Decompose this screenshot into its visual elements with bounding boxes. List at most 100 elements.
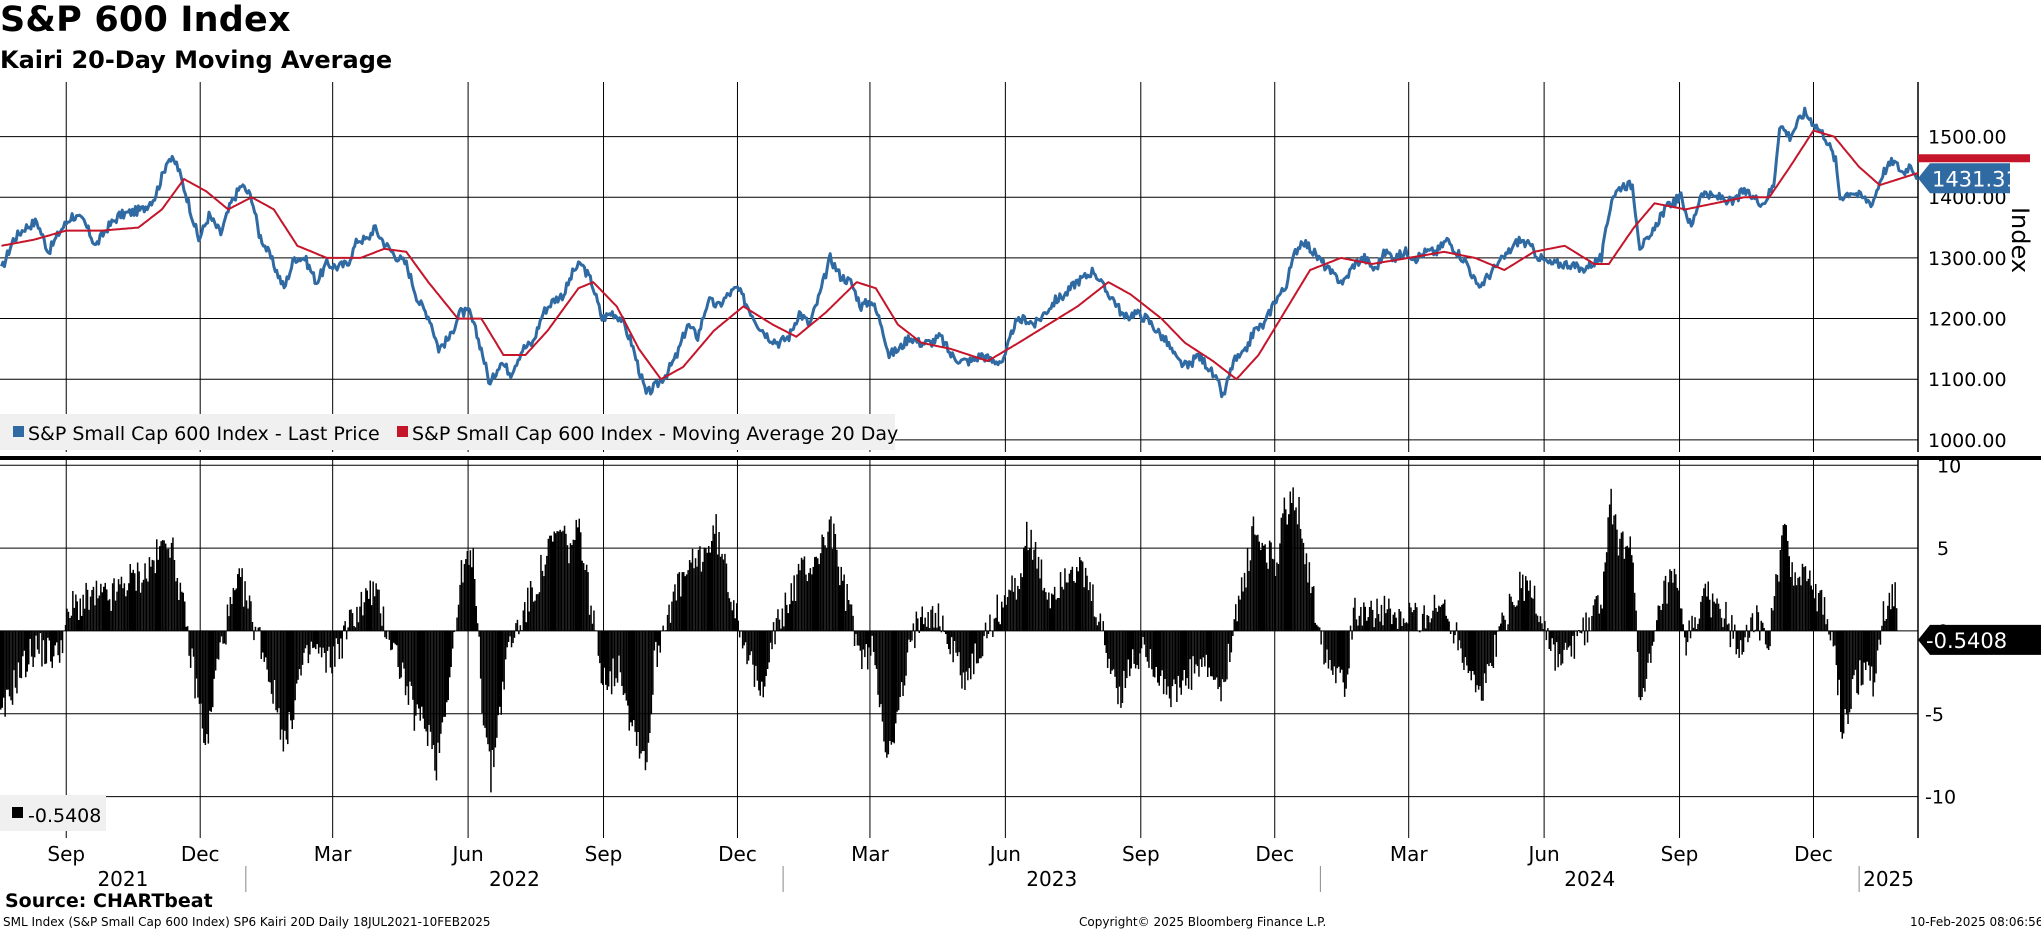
kairi-bar: [425, 630, 427, 732]
kairi-bar: [347, 627, 349, 631]
kairi-bar: [1866, 630, 1868, 662]
kairi-bar: [1731, 615, 1733, 631]
kairi-bar: [1754, 629, 1757, 631]
kairi-bar: [1632, 562, 1634, 631]
kairi-bar: [266, 630, 268, 670]
kairi-bar: [1149, 630, 1152, 650]
kairi-bar: [1447, 618, 1449, 631]
kairi-bar: [1666, 603, 1668, 631]
kairi-bar: [1707, 581, 1709, 631]
kairi-bar: [606, 630, 608, 690]
timestamp: 10-Feb-2025 08:06:56: [1910, 915, 2041, 929]
kairi-bar: [633, 630, 635, 721]
kairi-bar: [1045, 592, 1047, 631]
kairi-bar: [915, 611, 918, 631]
kairi-bar: [1550, 630, 1552, 651]
kairi-bar: [468, 564, 470, 631]
kairi-bar: [943, 630, 945, 633]
kairi-bar: [1719, 608, 1721, 631]
kairi-bar: [1134, 630, 1137, 669]
kairi-bar: [825, 548, 828, 631]
kairi-bar: [1770, 608, 1773, 631]
kairi-bar: [1207, 630, 1209, 677]
kairi-bar: [1176, 630, 1178, 702]
kairi-bar: [195, 630, 198, 679]
kairi-bar: [594, 630, 597, 631]
kairi-bar: [519, 625, 522, 631]
last-price-line: [0, 106, 1919, 399]
kairi-bar: [1847, 630, 1849, 724]
kairi-bar: [1789, 577, 1792, 631]
kairi-bar: [1168, 630, 1171, 699]
kairi-bar: [690, 562, 692, 631]
kairi-bar: [680, 596, 682, 631]
kairi-bar: [992, 630, 994, 637]
kairi-bar: [1611, 524, 1614, 631]
kairi-bar: [1413, 610, 1415, 631]
kairi-bar: [1601, 608, 1603, 631]
kairi-bar: [1854, 630, 1857, 670]
kairi-bar: [1711, 593, 1714, 631]
kairi-bar: [1832, 630, 1835, 647]
kairi-bar: [1756, 605, 1758, 631]
kairi-bar: [1426, 615, 1428, 631]
kairi-bar: [537, 594, 539, 631]
moving-average-line: [1, 129, 1919, 381]
kairi-bar: [1822, 614, 1824, 631]
kairi-bar: [1657, 605, 1659, 631]
upper-legend-box: [0, 414, 895, 450]
kairi-bar: [675, 600, 678, 631]
kairi-bar: [1055, 599, 1057, 631]
kairi-bar: [1127, 630, 1129, 660]
kairi-bar: [716, 554, 719, 631]
kairi-bar: [456, 617, 458, 631]
kairi-bar: [413, 630, 416, 731]
kairi-bar: [1773, 596, 1776, 631]
kairi-bar: [1656, 620, 1658, 631]
kairi-bar: [847, 600, 850, 631]
kairi-bar: [1265, 562, 1268, 631]
kairi-bar: [724, 553, 726, 631]
kairi-bar: [1488, 630, 1490, 667]
kairi-bar: [1130, 630, 1132, 669]
kairi-bar: [113, 578, 115, 631]
kairi-bar: [659, 630, 661, 653]
lower-y-tick-label: 10: [1937, 455, 1961, 477]
kairi-bar: [1629, 536, 1631, 631]
kairi-bar: [1842, 630, 1845, 734]
kairi-bar: [1523, 600, 1525, 631]
kairi-bar: [17, 630, 20, 663]
kairi-bar: [1270, 542, 1272, 631]
kairi-bar: [1585, 612, 1587, 631]
kairi-bar: [875, 630, 878, 669]
kairi-bar: [836, 549, 838, 631]
kairi-bar: [1401, 626, 1403, 631]
kairi-bar: [1530, 597, 1533, 631]
kairi-bar: [304, 630, 307, 649]
kairi-bar: [375, 583, 377, 631]
kairi-bar: [343, 625, 345, 631]
kairi-bar: [210, 630, 212, 712]
kairi-bar: [774, 630, 776, 645]
kairi-bar: [1495, 630, 1497, 657]
kairi-bar: [634, 630, 636, 732]
kairi-bar: [1525, 576, 1527, 631]
kairi-bar: [1371, 609, 1374, 631]
kairi-bar: [713, 533, 716, 631]
kairi-bar: [95, 580, 98, 631]
kairi-bar: [815, 556, 817, 631]
kairi-bar: [609, 630, 611, 672]
kairi-bar: [855, 630, 857, 635]
kairi-bar: [1377, 614, 1380, 631]
kairi-bar: [237, 574, 239, 631]
kairi-bar: [1006, 597, 1009, 631]
kairi-bar: [1697, 623, 1699, 631]
kairi-bar: [1610, 488, 1612, 631]
kairi-bar: [1146, 630, 1149, 662]
kairi-bar: [1684, 630, 1686, 638]
x-year-label: 2021: [97, 867, 148, 891]
kairi-bar: [1276, 562, 1278, 631]
kairi-bar: [872, 630, 875, 652]
kairi-bar: [1112, 630, 1115, 670]
kairi-bar: [559, 529, 561, 631]
